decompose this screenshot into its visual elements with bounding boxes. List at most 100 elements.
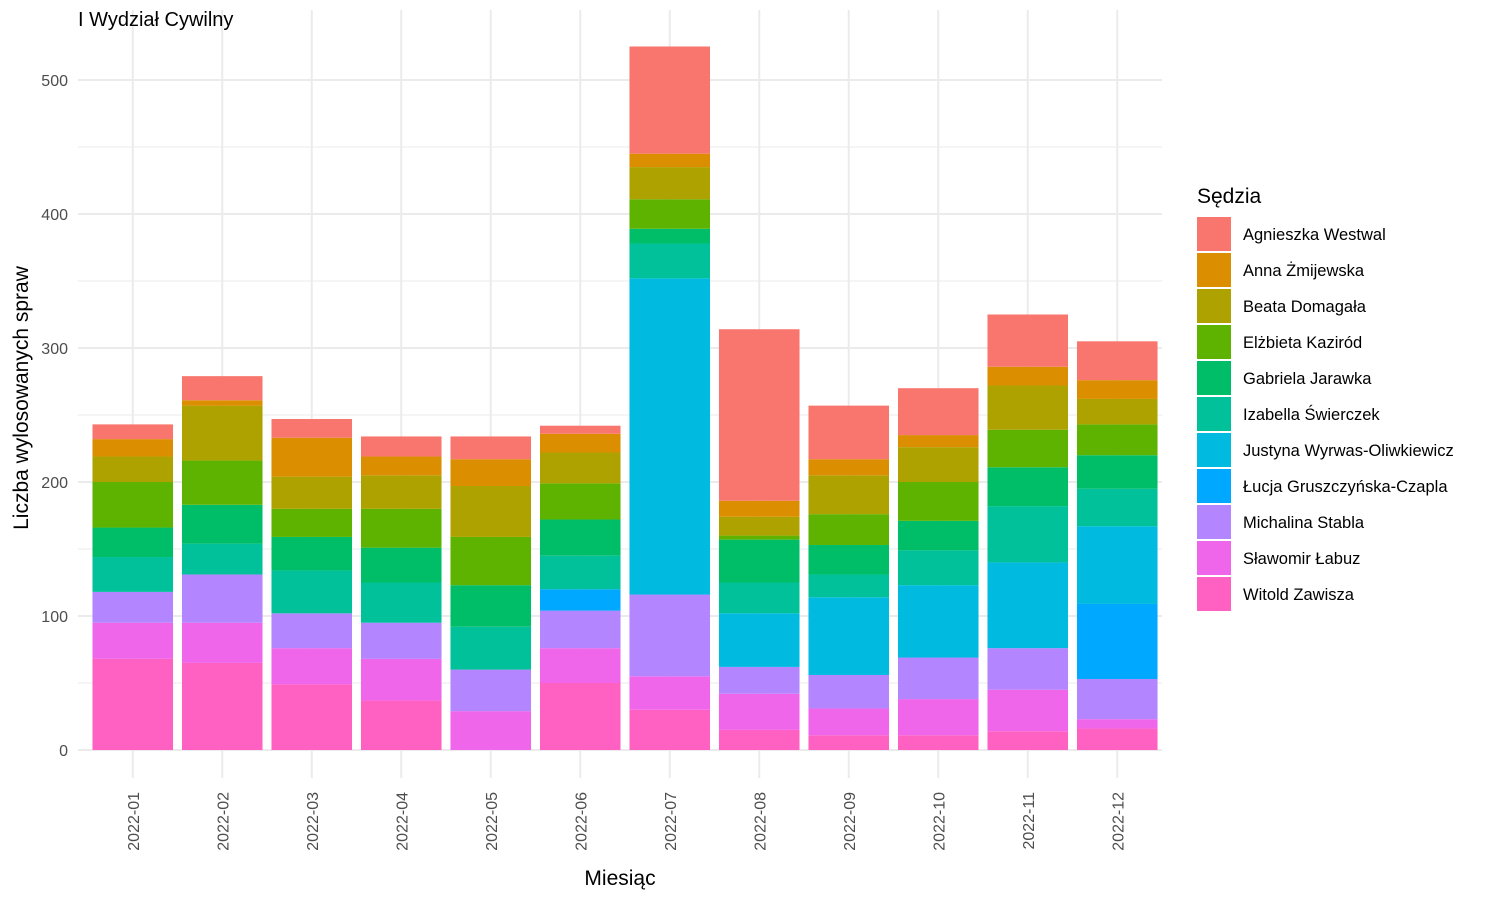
bar-segment — [92, 527, 174, 558]
legend-swatch — [1197, 541, 1231, 575]
bar-segment — [181, 376, 263, 401]
bar-segment — [629, 199, 711, 229]
legend-swatch — [1197, 325, 1231, 359]
bar-segment — [92, 622, 174, 659]
legend-label: Łucja Gruszczyńska-Czapla — [1243, 478, 1448, 496]
bar-segment — [1076, 719, 1158, 729]
y-tick-label: 100 — [41, 609, 68, 626]
bar-segment — [92, 424, 174, 440]
x-tick-label: 2022-12 — [1110, 792, 1127, 851]
bar-segment — [1076, 488, 1158, 527]
x-tick-label: 2022-04 — [394, 792, 411, 851]
x-tick-label: 2022-06 — [573, 792, 590, 851]
bar-segment — [539, 683, 621, 750]
bar-segment — [987, 366, 1069, 386]
bar-segment — [718, 582, 800, 614]
x-tick-label: 2022-03 — [305, 792, 322, 851]
bar-segment — [987, 731, 1069, 750]
bar-segment — [987, 467, 1069, 507]
bar-segment — [808, 459, 890, 476]
bar-segment — [897, 447, 979, 482]
legend-title: Sędzia — [1197, 185, 1262, 208]
legend-swatch — [1197, 397, 1231, 431]
bar-segment — [539, 555, 621, 590]
bar-segment — [897, 699, 979, 736]
legend-label: Beata Domagała — [1243, 298, 1367, 316]
bar-segment — [360, 547, 442, 583]
legend-swatch — [1197, 253, 1231, 287]
x-tick-label: 2022-01 — [126, 792, 143, 851]
bar-segment — [360, 475, 442, 509]
bar-segment — [271, 476, 353, 509]
bar-segment — [897, 388, 979, 436]
x-tick-label: 2022-09 — [842, 792, 859, 851]
bar-segment — [271, 536, 353, 571]
bar-segment — [629, 243, 711, 279]
bar-segment — [718, 613, 800, 667]
bar-segment — [271, 613, 353, 649]
bar-segment — [450, 669, 532, 712]
legend-label: Justyna Wyrwas-Oliwkiewicz — [1243, 442, 1454, 460]
bar-segment — [450, 711, 532, 750]
bar-segment — [271, 437, 353, 477]
bar-segment — [718, 500, 800, 517]
bar-segment — [92, 591, 174, 623]
bar-segment — [271, 570, 353, 614]
legend-label: Izabella Świerczek — [1243, 405, 1380, 424]
bar-segment — [539, 589, 621, 611]
bar-segment — [450, 486, 532, 537]
x-tick-label: 2022-08 — [752, 792, 769, 851]
bar-segment — [629, 676, 711, 710]
bar-segment — [181, 622, 263, 663]
bar-segment — [271, 508, 353, 537]
bar-segment — [718, 516, 800, 536]
x-tick-label: 2022-07 — [663, 792, 680, 851]
bar-segment — [539, 519, 621, 556]
bar-segment — [181, 662, 263, 750]
bar-segment — [539, 610, 621, 649]
bar-segment — [718, 729, 800, 750]
bar-segment — [808, 544, 890, 575]
bar-segment — [987, 506, 1069, 563]
x-tick-label: 2022-02 — [215, 792, 232, 851]
bar-segment — [450, 459, 532, 487]
bar-segment — [808, 674, 890, 709]
bar-segment — [450, 626, 532, 670]
bar-segment — [808, 708, 890, 736]
x-tick-label: 2022-11 — [1021, 792, 1038, 850]
bar-segment — [897, 735, 979, 750]
bar-segment — [92, 557, 174, 592]
bar-segment — [181, 460, 263, 505]
bar-segment — [629, 167, 711, 200]
y-axis-title: Liczba wylosowanych spraw — [10, 265, 33, 530]
bar-segment — [718, 666, 800, 694]
bar-segment — [629, 594, 711, 677]
bar-segment — [629, 709, 711, 750]
bar-segment — [360, 658, 442, 701]
y-tick-label: 0 — [59, 743, 68, 760]
y-tick-label: 200 — [41, 475, 68, 492]
bar-segment — [181, 400, 263, 406]
bar-segment — [360, 582, 442, 623]
bar-segment — [92, 482, 174, 528]
bar-segment — [897, 435, 979, 448]
axis-layer: 0 100 200 300 400 500 2022-01 2022-02 2022-03 202… — [41, 73, 1127, 851]
bar-segment — [1076, 678, 1158, 720]
bar-segment — [629, 46, 711, 154]
bar-segment — [987, 689, 1069, 732]
bar-segment — [987, 562, 1069, 649]
bar-segment — [718, 535, 800, 540]
bar-segment — [808, 735, 890, 750]
bar-segment — [539, 483, 621, 520]
bar-segment — [1076, 398, 1158, 425]
bar-segment — [897, 550, 979, 586]
bar-segment — [629, 278, 711, 595]
bar-segment — [539, 433, 621, 453]
bar-segment — [718, 693, 800, 730]
bar-segment — [1076, 728, 1158, 750]
bar-segment — [718, 329, 800, 501]
bar-segment — [360, 622, 442, 659]
bar-segment — [987, 429, 1069, 468]
legend-label: Michalina Stabla — [1243, 514, 1365, 532]
